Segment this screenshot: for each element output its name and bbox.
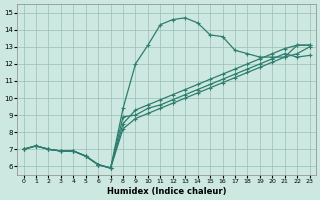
- X-axis label: Humidex (Indice chaleur): Humidex (Indice chaleur): [107, 187, 226, 196]
